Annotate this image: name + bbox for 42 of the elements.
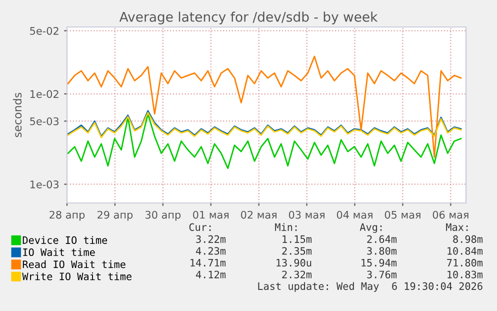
- x-tick-label: 06 мая: [432, 210, 468, 219]
- text: 10.84m: [448, 247, 483, 255]
- text: 15.94m: [362, 258, 397, 267]
- x-tick-label: 05 мая: [384, 210, 420, 219]
- text: 4.12m: [196, 270, 226, 278]
- text: Max:: [446, 223, 468, 231]
- x-tick-label: 29 апр: [98, 210, 133, 221]
- x-tick-label: 02 мая: [240, 210, 276, 219]
- text: 13.90u: [276, 258, 312, 267]
- text: 14.71m: [190, 259, 226, 266]
- x-tick-label: 28 апр: [50, 210, 85, 221]
- chart-title: Average latency for /dev/sdb - by week: [119, 12, 378, 24]
- text: 2.32m: [282, 270, 312, 278]
- x-tick-label: 01 мая: [193, 210, 229, 219]
- text: Cur:: [189, 223, 211, 231]
- text: 3.76m: [367, 270, 397, 278]
- text: 2.35m: [282, 247, 312, 255]
- x-tick-label: 30 апр: [146, 210, 181, 221]
- text: 8.98m: [453, 235, 483, 243]
- text: 1.15m: [282, 235, 312, 243]
- text: 2.64m: [367, 235, 397, 243]
- x-tick-label: 03 мая: [288, 210, 324, 219]
- text: 3.80m: [367, 247, 397, 255]
- text: 4.23m: [196, 247, 226, 255]
- text: Avg:: [360, 223, 382, 233]
- y-tick-label: 5e-03: [30, 117, 59, 126]
- y-tick-label: 1e-03: [30, 180, 59, 188]
- legend-label: Read IO Wait time: [22, 260, 126, 268]
- text: 10.83m: [448, 270, 483, 278]
- text: Last update: Wed May 6 19:30:04 2026: [258, 282, 482, 292]
- line-series: [67, 113, 462, 170]
- line-series: [67, 56, 462, 158]
- legend-label: Write IO Wait time: [22, 272, 132, 280]
- text: Min:: [275, 223, 297, 231]
- legend-label: IO Wait time: [23, 248, 95, 256]
- legend-label: Device IO time: [22, 236, 108, 244]
- text: 71.80m: [447, 258, 483, 267]
- y-tick-label: 1e-02: [30, 90, 58, 98]
- y-tick-label: 5e-02: [30, 26, 58, 35]
- text: 3.22m: [196, 235, 226, 243]
- y-axis-title: seconds: [13, 92, 22, 138]
- x-tick-label: 04 мая: [336, 210, 372, 219]
